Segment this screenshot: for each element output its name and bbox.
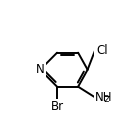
Text: NH: NH xyxy=(95,91,112,104)
Text: 2: 2 xyxy=(104,95,109,104)
Text: N: N xyxy=(36,63,45,76)
Text: Cl: Cl xyxy=(96,44,108,57)
Text: Br: Br xyxy=(50,100,64,113)
